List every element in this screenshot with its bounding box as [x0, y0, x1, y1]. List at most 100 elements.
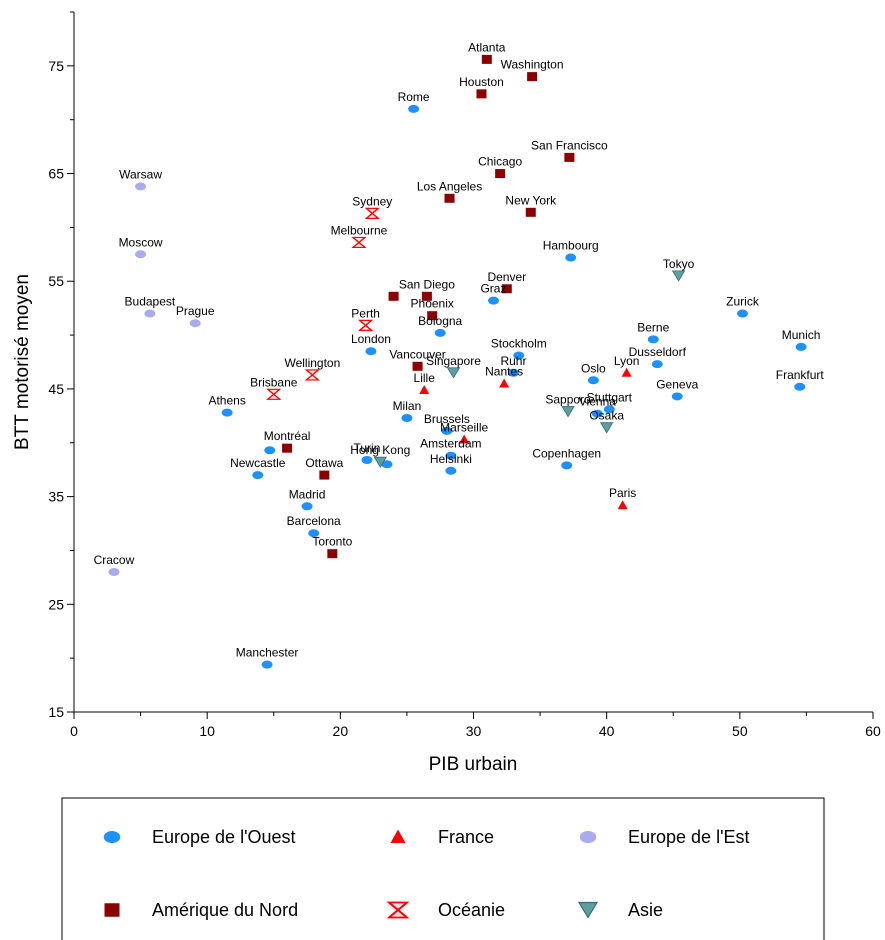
- marker-ellipse: [487, 296, 499, 305]
- point-label: Brussels: [424, 412, 470, 426]
- point-label: Perth: [351, 306, 380, 320]
- marker-triangle-up: [617, 500, 628, 510]
- marker-square: [481, 54, 492, 64]
- point-label: Toronto: [312, 535, 352, 549]
- marker-ellipse: [671, 392, 683, 401]
- point-label: Wellington: [284, 356, 340, 370]
- marker-ellipse: [301, 502, 313, 511]
- marker-hourglass-line: [305, 369, 319, 381]
- point-label: Stuttgart: [587, 390, 633, 404]
- marker-ellipse: [565, 253, 577, 262]
- data-point: [564, 152, 575, 162]
- data-point: [135, 250, 147, 259]
- point-label: Atlanta: [468, 40, 506, 54]
- data-point: [446, 367, 461, 379]
- point-label: Vancouver: [389, 347, 445, 361]
- y-tick-label: 25: [48, 596, 64, 612]
- marker-square: [495, 169, 506, 179]
- marker-ellipse: [401, 414, 413, 422]
- point-label: Manchester: [236, 646, 299, 660]
- point-label: Ruhr: [500, 354, 526, 368]
- axes: 0 10 20 30 40 50 60 15 25 35 45 55 65 75: [48, 11, 881, 739]
- marker-ellipse: [365, 347, 377, 356]
- marker-ellipse: [507, 368, 519, 377]
- data-point: [361, 456, 373, 464]
- marker-square: [527, 72, 538, 82]
- marker-ellipse: [513, 351, 525, 360]
- legend-marker: [104, 903, 120, 917]
- marker-ellipse: [736, 309, 748, 318]
- data-point: [421, 291, 432, 301]
- marker-triangle-up: [419, 385, 430, 394]
- data-point: [501, 284, 512, 294]
- data-point: [565, 253, 577, 262]
- data-point: [444, 193, 455, 203]
- point-label: Montréal: [264, 429, 311, 443]
- data-point: [327, 549, 338, 559]
- marker-square: [327, 549, 338, 559]
- legend-marker: [103, 831, 121, 843]
- y-tick-label: 55: [48, 273, 64, 289]
- data-point: [357, 319, 374, 331]
- x-tick-label: 50: [732, 723, 748, 739]
- data-point: [459, 434, 470, 444]
- data-point: [419, 385, 430, 394]
- data-point: [441, 426, 453, 435]
- legend-entry-label: Océanie: [438, 900, 505, 920]
- data-points: [108, 54, 807, 669]
- point-label: Moscow: [119, 235, 163, 249]
- data-point: [408, 104, 420, 113]
- data-point: [599, 422, 614, 434]
- data-point: [319, 470, 330, 480]
- data-point: [647, 335, 659, 344]
- marker-square: [444, 193, 455, 203]
- point-label: Frankfurt: [776, 368, 825, 382]
- point-label: Nantes: [485, 365, 523, 379]
- x-tick-label: 10: [199, 723, 215, 739]
- marker-ellipse: [587, 376, 599, 385]
- data-point: [261, 660, 273, 669]
- data-point: [351, 236, 367, 249]
- y-tick-label: 35: [48, 489, 64, 505]
- data-point: [591, 409, 603, 418]
- marker-square: [388, 291, 399, 301]
- marker-ellipse: [408, 104, 420, 113]
- marker-square: [501, 284, 512, 294]
- marker-triangle-up: [621, 367, 632, 377]
- legend-box: [61, 797, 825, 940]
- point-label: Sapporo: [545, 393, 591, 407]
- data-point: [527, 72, 538, 82]
- marker-ellipse: [361, 456, 373, 464]
- marker-ellipse: [603, 405, 615, 414]
- y-tick-label: 15: [48, 704, 64, 720]
- point-label: Barcelona: [287, 514, 341, 528]
- data-point: [445, 451, 457, 460]
- marker-triangle-down: [599, 422, 614, 434]
- marker-ellipse: [144, 309, 156, 318]
- point-label: Amsterdam: [420, 437, 481, 451]
- data-point: [308, 529, 320, 538]
- data-point: [135, 182, 147, 191]
- marker-square: [421, 291, 432, 301]
- point-label: Bologna: [418, 314, 462, 328]
- point-label: Madrid: [289, 487, 326, 501]
- data-point: [388, 291, 399, 301]
- marker-ellipse: [221, 408, 233, 417]
- y-tick-label: 65: [48, 166, 64, 182]
- point-label: Warsaw: [119, 167, 162, 181]
- data-point: [495, 169, 506, 179]
- point-label: Marseille: [440, 421, 488, 435]
- marker-ellipse: [264, 446, 276, 455]
- data-point: [525, 207, 536, 217]
- point-label: Cracow: [94, 553, 135, 567]
- marker-ellipse: [795, 342, 807, 351]
- point-label: Zurick: [726, 295, 760, 309]
- data-point: [561, 461, 573, 470]
- data-point: [427, 311, 438, 321]
- point-label: Phoenix: [411, 297, 454, 311]
- y-tick-label: 75: [48, 58, 64, 74]
- marker-ellipse: [591, 409, 603, 418]
- data-point: [507, 368, 519, 377]
- marker-ellipse: [261, 660, 273, 669]
- data-point: [736, 309, 748, 318]
